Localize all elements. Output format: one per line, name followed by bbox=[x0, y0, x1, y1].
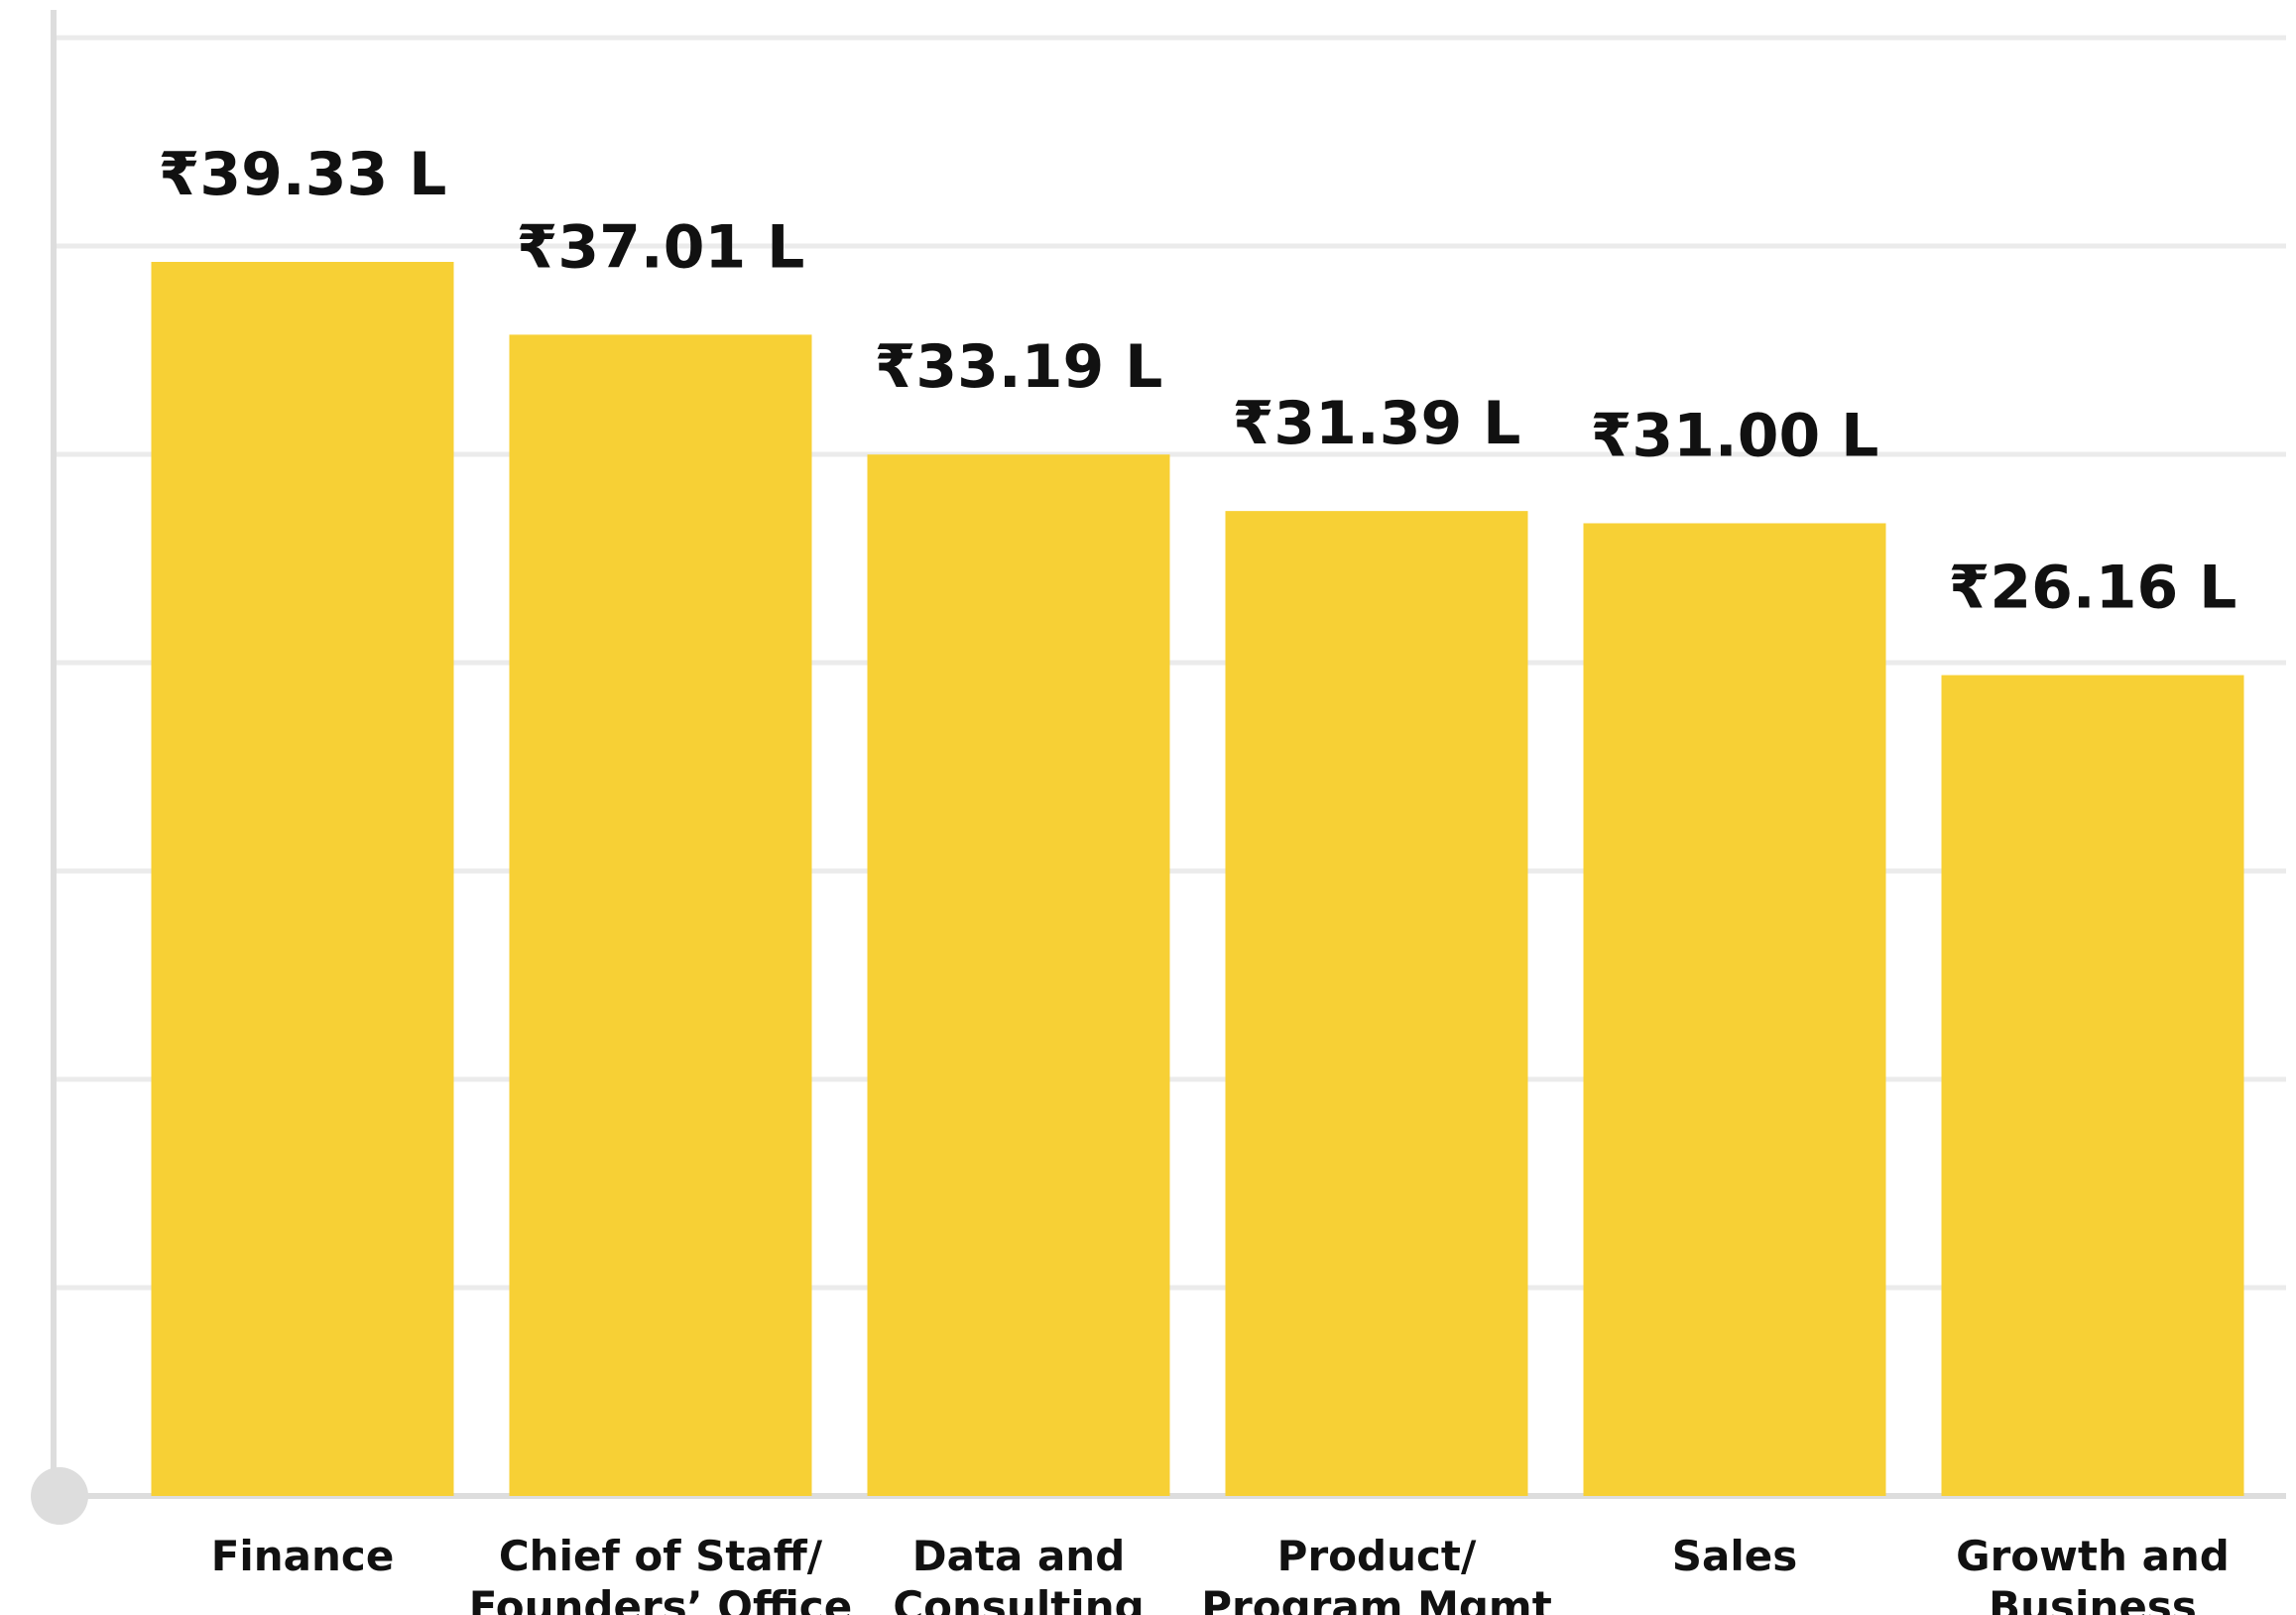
category-label: Finance bbox=[211, 1532, 395, 1580]
category-label: Product/Program Mgmt bbox=[1201, 1532, 1552, 1615]
bar-value-label: ₹39.33 L bbox=[159, 140, 447, 209]
category-labels: Finance Chief of Staff/Founders’ Office Da… bbox=[211, 1532, 2230, 1615]
category-label-line: Chief of Staff/ bbox=[499, 1532, 823, 1580]
bars bbox=[151, 262, 2244, 1497]
category-label-line: Data and bbox=[912, 1532, 1126, 1580]
bar bbox=[1583, 523, 1886, 1496]
category-label: Sales bbox=[1672, 1532, 1797, 1580]
category-label-line: Product/ bbox=[1277, 1532, 1477, 1580]
bar-value-label: ₹26.16 L bbox=[1949, 554, 2237, 623]
category-label: Data and Consulting bbox=[893, 1532, 1144, 1615]
bar bbox=[1941, 675, 2244, 1496]
bar bbox=[151, 262, 454, 1496]
value-labels: ₹39.33 L ₹37.01 L ₹33.19 L ₹31.39 L ₹31.00 L… bbox=[159, 140, 2237, 623]
bar bbox=[509, 334, 812, 1497]
bar bbox=[1225, 511, 1528, 1496]
category-label-line: Sales bbox=[1672, 1532, 1797, 1580]
category-label-line: Business bbox=[1989, 1582, 2197, 1615]
bar-value-label: ₹37.01 L bbox=[517, 212, 805, 282]
axis-origin-dot bbox=[31, 1467, 88, 1525]
bar-value-label: ₹31.39 L bbox=[1233, 389, 1521, 458]
bar bbox=[867, 454, 1170, 1496]
category-label-line: Growth and bbox=[1956, 1532, 2230, 1580]
bar-value-label: ₹31.00 L bbox=[1591, 401, 1879, 470]
category-label-line: Finance bbox=[211, 1532, 395, 1580]
category-label-line: Founders’ Office bbox=[469, 1582, 852, 1615]
bar-value-label: ₹33.19 L bbox=[875, 332, 1163, 402]
category-label: Chief of Staff/Founders’ Office bbox=[469, 1532, 852, 1615]
category-label: Growth and Business bbox=[1956, 1532, 2230, 1615]
category-label-line: Consulting bbox=[893, 1582, 1144, 1615]
category-label-line: Program Mgmt bbox=[1201, 1582, 1552, 1615]
